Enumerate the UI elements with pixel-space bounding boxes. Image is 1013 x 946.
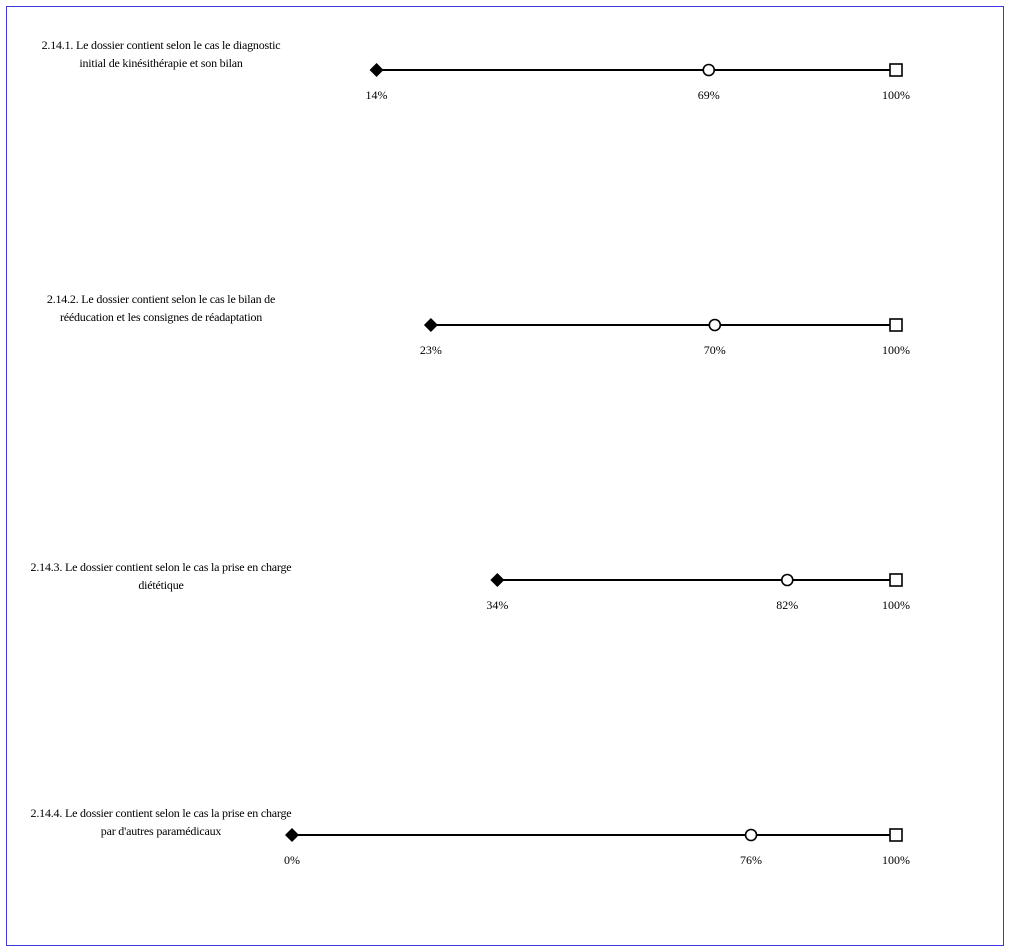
- mid-marker-1: [702, 63, 716, 77]
- max-value-label-4: 100%: [882, 853, 910, 867]
- min-value-label-3: 34%: [486, 598, 508, 612]
- mid-value-label-4: 76%: [740, 853, 762, 867]
- mid-value-label-3: 82%: [776, 598, 798, 612]
- mid-marker-3: [780, 573, 794, 587]
- max-value-label-1: 100%: [882, 88, 910, 102]
- max-value-label-3: 100%: [882, 598, 910, 612]
- min-marker-4: [285, 828, 299, 842]
- max-marker-2: [889, 318, 903, 332]
- max-value-label-2: 100%: [882, 343, 910, 357]
- max-marker-4: [889, 828, 903, 842]
- min-marker-1: [369, 63, 384, 77]
- row-label-3: 2.14.3. Le dossier contient selon le cas…: [30, 560, 292, 592]
- min-value-label-2: 23%: [420, 343, 442, 357]
- min-value-label-1: 14%: [366, 88, 388, 102]
- mid-value-label-2: 70%: [704, 343, 726, 357]
- row-label-2: 2.14.2. Le dossier contient selon le cas…: [46, 292, 276, 324]
- mid-value-label-1: 69%: [698, 88, 720, 102]
- max-marker-1: [889, 63, 903, 77]
- max-marker-3: [889, 573, 903, 587]
- row-label-1: 2.14.1. Le dossier contient selon le cas…: [41, 38, 281, 70]
- mid-marker-4: [744, 828, 758, 842]
- min-value-label-4: 0%: [284, 853, 300, 867]
- row-label-4: 2.14.4. Le dossier contient selon le cas…: [30, 806, 292, 838]
- mid-marker-2: [708, 318, 722, 332]
- min-marker-3: [490, 573, 505, 587]
- min-marker-2: [423, 318, 438, 332]
